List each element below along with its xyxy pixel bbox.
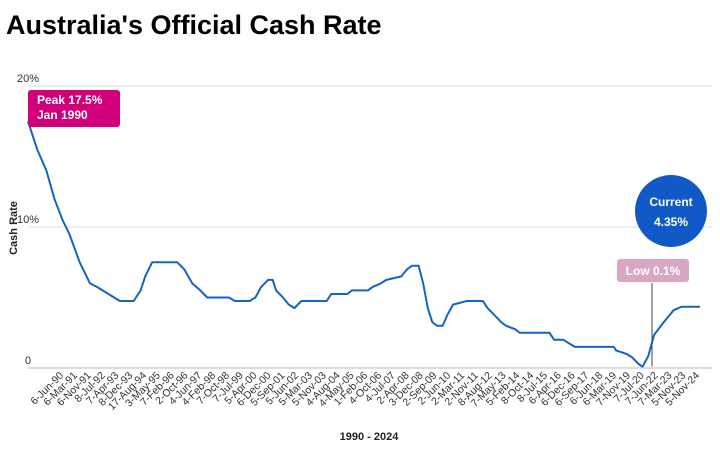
peak-annotation-text: Peak 17.5%	[37, 93, 103, 107]
y-tick-label: 0	[25, 355, 31, 367]
low-annotation-box	[617, 259, 689, 282]
current-annotation-label: Current	[649, 195, 692, 209]
y-tick-label: 10%	[17, 214, 39, 226]
cash-rate-line	[27, 120, 700, 368]
y-tick-label: 20%	[17, 73, 39, 85]
low-annotation: Low 0.1%	[617, 259, 689, 367]
x-axis-title: 1990 - 2024	[340, 431, 400, 443]
current-annotation: Current 4.35%	[635, 175, 707, 247]
chart-title: Australia's Official Cash Rate	[6, 10, 382, 40]
low-annotation-text: Low 0.1%	[626, 264, 681, 278]
peak-annotation-box	[28, 90, 120, 127]
current-annotation-circle	[635, 175, 707, 247]
peak-annotation: Peak 17.5%Jan 1990	[28, 90, 120, 127]
current-annotation-value: 4.35%	[654, 215, 688, 229]
y-axis-title: Cash Rate	[8, 201, 20, 255]
peak-annotation-subtext: Jan 1990	[37, 108, 88, 122]
